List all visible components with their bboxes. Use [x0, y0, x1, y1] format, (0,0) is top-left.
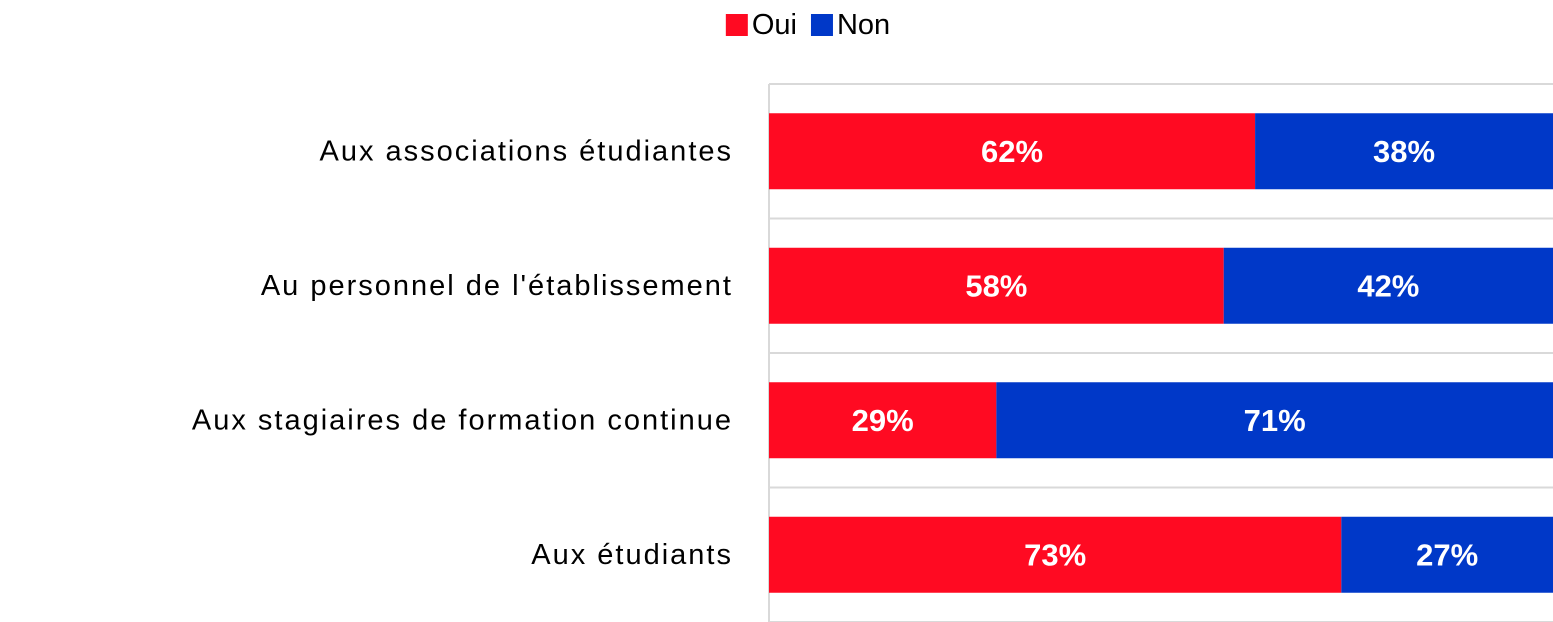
- category-label: Au personnel de l'établissement: [261, 270, 733, 302]
- legend-label: Oui: [752, 9, 797, 41]
- data-label: 38%: [1373, 134, 1435, 169]
- legend-label: Non: [837, 9, 890, 41]
- data-label: 62%: [981, 134, 1043, 169]
- data-label: 58%: [965, 268, 1027, 303]
- category-label: Aux stagiaires de formation continue: [192, 404, 733, 436]
- legend-swatch: [810, 14, 833, 36]
- bar-segment: [996, 382, 1553, 459]
- category-label: Aux associations étudiantes: [320, 135, 734, 167]
- data-label: 73%: [1024, 537, 1086, 572]
- legend-swatch: [725, 14, 748, 36]
- data-label: 42%: [1357, 268, 1419, 303]
- category-label: Aux étudiants: [531, 539, 733, 571]
- bar-segment: [1341, 516, 1553, 593]
- bar-segment: [769, 247, 1224, 324]
- bar-segment: [1255, 113, 1553, 190]
- bar-segment: [769, 113, 1256, 190]
- legend: Oui Non: [725, 9, 890, 41]
- bar-segment: [1223, 247, 1553, 324]
- data-label: 27%: [1416, 537, 1478, 572]
- data-label: 71%: [1244, 403, 1306, 438]
- data-label: 29%: [852, 403, 914, 438]
- bar-segment: [769, 382, 997, 459]
- bar-segment: [769, 516, 1342, 593]
